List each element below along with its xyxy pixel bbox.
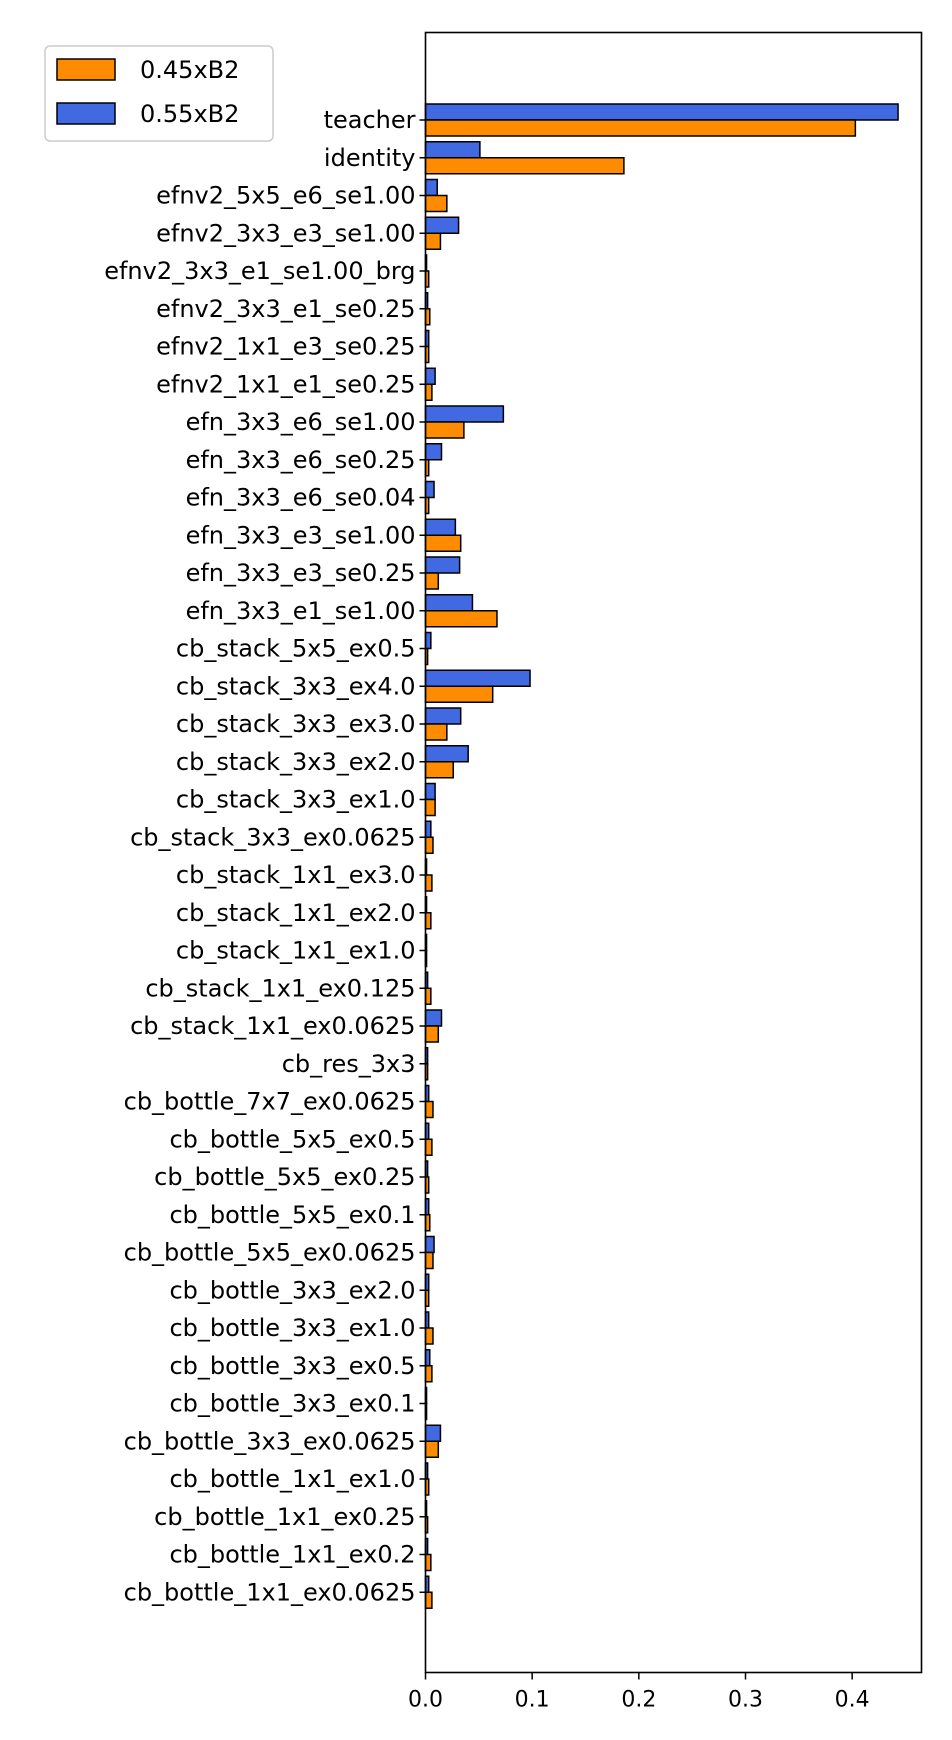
legend-label-0-55xb2: 0.55xB2 bbox=[140, 100, 239, 128]
bar-0-55xb2-efn-3x3-e6-se1-00 bbox=[424, 405, 505, 423]
bar-0-55xb2-efn-3x3-e3-se0-25 bbox=[424, 556, 461, 574]
bar-0-45xb2-efnv2-5x5-e6-se1-00 bbox=[424, 194, 448, 213]
x-tick-label: 0.4 bbox=[835, 1688, 870, 1713]
category-label-cb-stack-3x3-ex4-0: cb_stack_3x3_ex4.0 bbox=[176, 672, 416, 700]
category-label-efn-3x3-e1-se1-00: efn_3x3_e1_se1.00 bbox=[186, 597, 416, 625]
bar-0-45xb2-cb-bottle-7x7-ex0-0625 bbox=[424, 1100, 434, 1119]
x-tick-label: 0.3 bbox=[728, 1688, 763, 1713]
bar-0-45xb2-cb-stack-3x3-ex0-0625 bbox=[424, 836, 434, 854]
category-label-cb-bottle-1x1-ex0-25: cb_bottle_1x1_ex0.25 bbox=[154, 1503, 415, 1531]
plot-frame bbox=[424, 31, 923, 1674]
category-label-cb-stack-1x1-ex0-125: cb_stack_1x1_ex0.125 bbox=[145, 974, 415, 1002]
bar-0-45xb2-cb-bottle-3x3-ex1-0 bbox=[424, 1327, 434, 1345]
bar-0-45xb2-cb-bottle-5x5-ex0-5 bbox=[424, 1138, 433, 1156]
category-label-cb-bottle-1x1-ex0-2: cb_bottle_1x1_ex0.2 bbox=[169, 1541, 415, 1569]
bar-0-45xb2-teacher bbox=[424, 119, 857, 137]
legend-label-0-45xb2: 0.45xB2 bbox=[140, 56, 239, 84]
bar-0-55xb2-efnv2-3x3-e3-se1-00 bbox=[424, 216, 460, 234]
category-label-efnv2-3x3-e1-se0-25: efnv2_3x3_e1_se0.25 bbox=[156, 295, 415, 323]
category-label-efn-3x3-e6-se0-25: efn_3x3_e6_se0.25 bbox=[186, 446, 416, 474]
category-label-cb-stack-5x5-ex0-5: cb_stack_5x5_ex0.5 bbox=[176, 635, 416, 663]
category-label-efn-3x3-e6-se0-04: efn_3x3_e6_se0.04 bbox=[186, 484, 416, 512]
category-label-efnv2-3x3-e3-se1-00: efnv2_3x3_e3_se1.00 bbox=[156, 219, 415, 247]
bar-0-45xb2-identity bbox=[424, 157, 625, 175]
legend-swatch-0-45xb2 bbox=[56, 58, 116, 81]
bar-0-45xb2-cb-stack-3x3-ex4-0 bbox=[424, 685, 494, 703]
category-label-efnv2-3x3-e1-se1-00-brg: efnv2_3x3_e1_se1.00_brg bbox=[104, 257, 415, 285]
bar-0-45xb2-cb-stack-1x1-ex0-0625 bbox=[424, 1025, 440, 1043]
category-label-cb-stack-1x1-ex2-0: cb_stack_1x1_ex2.0 bbox=[176, 899, 416, 927]
category-label-cb-stack-3x3-ex0-0625: cb_stack_3x3_ex0.0625 bbox=[130, 823, 415, 851]
legend-swatch-0-55xb2 bbox=[56, 102, 116, 125]
category-label-cb-stack-1x1-ex1-0: cb_stack_1x1_ex1.0 bbox=[176, 937, 416, 965]
bar-0-55xb2-efn-3x3-e3-se1-00 bbox=[424, 518, 457, 536]
bar-0-55xb2-cb-bottle-3x3-ex0-0625 bbox=[424, 1424, 442, 1442]
bar-0-45xb2-efnv2-3x3-e3-se1-00 bbox=[424, 232, 442, 250]
bar-0-45xb2-cb-bottle-3x3-ex0-5 bbox=[424, 1365, 433, 1383]
bar-0-55xb2-efn-3x3-e6-se0-04 bbox=[424, 480, 435, 499]
category-label-cb-bottle-5x5-ex0-0625: cb_bottle_5x5_ex0.0625 bbox=[124, 1239, 416, 1267]
bar-0-45xb2-cb-bottle-3x3-ex0-0625 bbox=[424, 1440, 440, 1458]
category-label-efnv2-1x1-e3-se0-25: efnv2_1x1_e3_se0.25 bbox=[156, 333, 415, 361]
bar-0-55xb2-identity bbox=[424, 141, 481, 159]
category-label-cb-bottle-7x7-ex0-0625: cb_bottle_7x7_ex0.0625 bbox=[124, 1088, 416, 1116]
bar-0-45xb2-cb-stack-1x1-ex3-0 bbox=[424, 874, 433, 892]
bars-layer bbox=[424, 103, 899, 1609]
category-label-cb-bottle-3x3-ex1-0: cb_bottle_3x3_ex1.0 bbox=[169, 1314, 415, 1342]
bar-0-55xb2-cb-stack-3x3-ex4-0 bbox=[424, 669, 531, 687]
bar-0-55xb2-teacher bbox=[424, 103, 899, 121]
category-label-cb-stack-1x1-ex3-0: cb_stack_1x1_ex3.0 bbox=[176, 861, 416, 889]
bar-0-45xb2-cb-stack-3x3-ex3-0 bbox=[424, 723, 448, 741]
category-label-cb-bottle-3x3-ex0-5: cb_bottle_3x3_ex0.5 bbox=[169, 1352, 415, 1380]
category-label-efnv2-1x1-e1-se0-25: efnv2_1x1_e1_se0.25 bbox=[156, 370, 415, 398]
category-label-cb-stack-1x1-ex0-0625: cb_stack_1x1_ex0.0625 bbox=[130, 1012, 415, 1040]
bar-0-45xb2-cb-stack-3x3-ex2-0 bbox=[424, 761, 454, 779]
bar-0-55xb2-efnv2-1x1-e1-se0-25 bbox=[424, 367, 436, 385]
category-label-efn-3x3-e3-se1-00: efn_3x3_e3_se1.00 bbox=[186, 521, 416, 549]
bar-0-45xb2-cb-bottle-1x1-ex0-0625 bbox=[424, 1591, 433, 1609]
category-label-cb-bottle-3x3-ex0-1: cb_bottle_3x3_ex0.1 bbox=[169, 1390, 415, 1418]
legend: 0.45xB2 0.55xB2 bbox=[44, 45, 274, 142]
bar-0-45xb2-efn-3x3-e3-se0-25 bbox=[424, 572, 440, 590]
bar-0-55xb2-cb-stack-3x3-ex2-0 bbox=[424, 745, 469, 763]
bar-0-45xb2-efn-3x3-e6-se1-00 bbox=[424, 421, 465, 439]
bar-0-45xb2-efnv2-1x1-e1-se0-25 bbox=[424, 383, 433, 401]
bar-0-55xb2-cb-stack-1x1-ex0-0625 bbox=[424, 1009, 443, 1027]
category-label-identity: identity bbox=[324, 144, 416, 172]
category-label-cb-bottle-1x1-ex1-0: cb_bottle_1x1_ex1.0 bbox=[169, 1465, 415, 1493]
category-labels: teacher identity efnv2_5x5_e6_se1.00 efnv2_… bbox=[104, 106, 426, 1606]
x-tick-label: 0.2 bbox=[621, 1688, 656, 1713]
category-label-cb-stack-3x3-ex3-0: cb_stack_3x3_ex3.0 bbox=[176, 710, 416, 738]
category-label-cb-stack-3x3-ex2-0: cb_stack_3x3_ex2.0 bbox=[176, 748, 416, 776]
category-label-cb-bottle-3x3-ex2-0: cb_bottle_3x3_ex2.0 bbox=[169, 1276, 415, 1304]
category-label-cb-bottle-1x1-ex0-0625: cb_bottle_1x1_ex0.0625 bbox=[124, 1578, 416, 1606]
bar-0-55xb2-cb-stack-3x3-ex1-0 bbox=[424, 782, 436, 801]
bar-0-55xb2-efnv2-5x5-e6-se1-00 bbox=[424, 178, 438, 197]
bar-0-55xb2-cb-stack-3x3-ex3-0 bbox=[424, 707, 462, 725]
category-label-cb-res-3x3: cb_res_3x3 bbox=[282, 1050, 416, 1078]
x-tick-label: 0.0 bbox=[408, 1688, 443, 1713]
category-label-efnv2-5x5-e6-se1-00: efnv2_5x5_e6_se1.00 bbox=[156, 182, 415, 210]
bar-0-45xb2-cb-stack-3x3-ex1-0 bbox=[424, 798, 436, 817]
category-label-cb-bottle-5x5-ex0-25: cb_bottle_5x5_ex0.25 bbox=[154, 1163, 415, 1191]
category-label-efn-3x3-e6-se1-00: efn_3x3_e6_se1.00 bbox=[186, 408, 416, 436]
bar-0-55xb2-cb-bottle-5x5-ex0-0625 bbox=[424, 1235, 435, 1254]
bar-0-45xb2-efn-3x3-e1-se1-00 bbox=[424, 610, 498, 628]
x-axis-ticks: 0.0 0.1 0.2 0.3 0.4 bbox=[408, 1672, 870, 1713]
category-label-cb-stack-3x3-ex1-0: cb_stack_3x3_ex1.0 bbox=[176, 786, 416, 814]
category-label-cb-bottle-5x5-ex0-1: cb_bottle_5x5_ex0.1 bbox=[169, 1201, 415, 1229]
x-tick-label: 0.1 bbox=[515, 1688, 550, 1713]
category-label-teacher: teacher bbox=[324, 106, 416, 134]
category-label-cb-bottle-3x3-ex0-0625: cb_bottle_3x3_ex0.0625 bbox=[124, 1427, 416, 1455]
bar-0-55xb2-efn-3x3-e6-se0-25 bbox=[424, 443, 443, 461]
bar-0-45xb2-cb-bottle-5x5-ex0-0625 bbox=[424, 1251, 434, 1270]
bar-0-55xb2-efn-3x3-e1-se1-00 bbox=[424, 594, 474, 612]
bar-0-45xb2-efn-3x3-e3-se1-00 bbox=[424, 534, 462, 552]
category-label-cb-bottle-5x5-ex0-5: cb_bottle_5x5_ex0.5 bbox=[169, 1125, 415, 1153]
category-label-efn-3x3-e3-se0-25: efn_3x3_e3_se0.25 bbox=[186, 559, 416, 587]
